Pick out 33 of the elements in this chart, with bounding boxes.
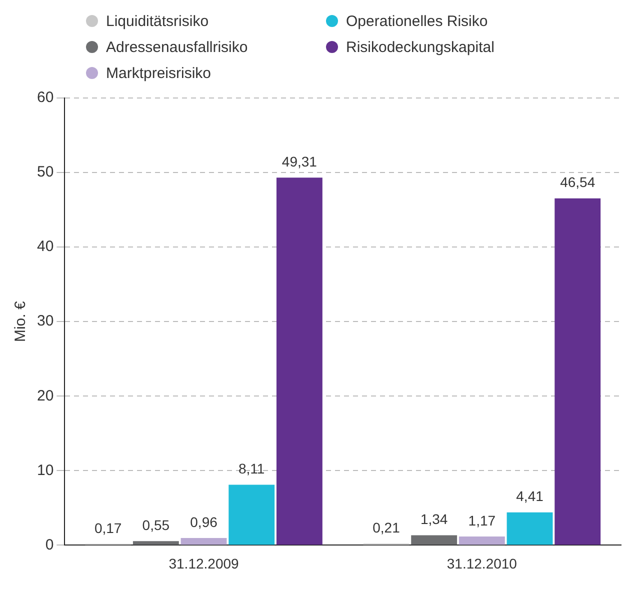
legend-label: Risikodeckungskapital bbox=[346, 38, 494, 56]
data-label: 8,11 bbox=[238, 460, 265, 477]
x-tick-label: 31.12.2009 bbox=[168, 555, 240, 572]
data-label: 0,96 bbox=[190, 514, 218, 530]
data-label: 0,55 bbox=[142, 516, 170, 533]
data-label: 0,17 bbox=[94, 520, 122, 536]
y-tick-label: 60 bbox=[36, 89, 54, 106]
bar bbox=[180, 538, 227, 545]
bar bbox=[554, 198, 601, 545]
legend-label: Liquiditätsrisiko bbox=[106, 12, 209, 30]
y-tick-label: 50 bbox=[36, 164, 54, 181]
legend-label: Marktpreisrisiko bbox=[106, 64, 212, 82]
bar bbox=[132, 541, 179, 545]
y-tick-label: 20 bbox=[36, 387, 54, 404]
bar bbox=[506, 512, 553, 545]
y-tick-label: 0 bbox=[45, 536, 54, 554]
bar bbox=[276, 178, 322, 545]
y-tick-label: 30 bbox=[36, 312, 54, 330]
x-tick-label: 31.12.2010 bbox=[446, 555, 518, 572]
legend-label: Adressenausfallrisiko bbox=[106, 38, 248, 56]
legend-label: Operationelles Risiko bbox=[346, 12, 488, 30]
data-label: 4,41 bbox=[516, 488, 544, 504]
y-tick-label: 40 bbox=[36, 238, 54, 256]
data-label: 0,21 bbox=[372, 519, 400, 536]
y-axis-title: Mio. € bbox=[12, 300, 30, 342]
data-label: 46,54 bbox=[560, 174, 596, 190]
y-tick-label: 10 bbox=[36, 462, 54, 479]
bar bbox=[411, 535, 458, 545]
bar bbox=[228, 484, 275, 545]
data-label: 1,34 bbox=[420, 511, 448, 528]
data-label: 1,17 bbox=[468, 512, 496, 528]
data-label: 49,31 bbox=[282, 154, 318, 170]
bar bbox=[458, 536, 505, 545]
